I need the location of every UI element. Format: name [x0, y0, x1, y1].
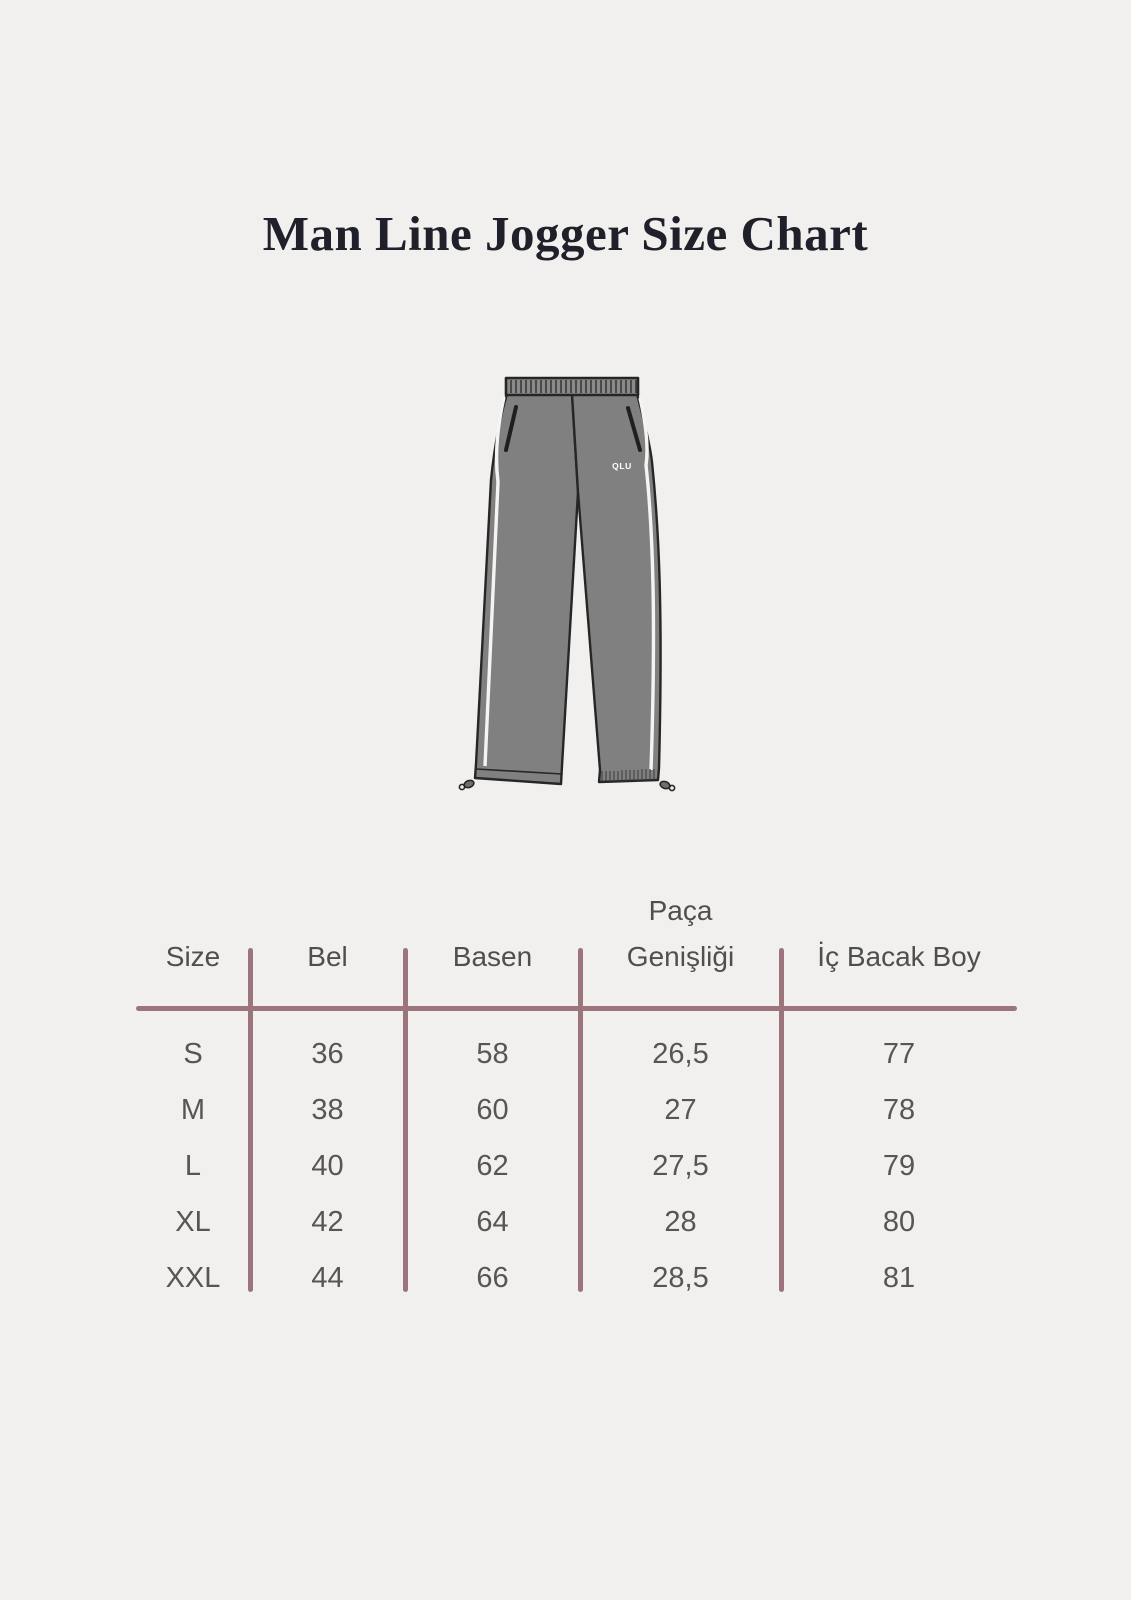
brand-logo-text: QLU [612, 461, 632, 471]
cell-ic-bacak: 78 [882, 1093, 916, 1126]
right-pocket-zip [626, 406, 642, 452]
cell-paca: 27,5 [652, 1149, 709, 1182]
table-row-xxl: XXL 44 66 28,5 81 [136, 1250, 1017, 1306]
header-underline [136, 1006, 1017, 1011]
cell-paca: 28,5 [652, 1261, 709, 1294]
cell-bel: 36 [311, 1037, 344, 1070]
pants-left-leg [473, 392, 580, 786]
cell-size: M [180, 1093, 206, 1126]
table-row-m: M 38 60 27 78 [136, 1082, 1017, 1138]
size-table-header: Size Bel Basen Paça Genişliği İç Bacak B… [136, 880, 1017, 1002]
cell-ic-bacak: 79 [882, 1149, 916, 1182]
column-divider [403, 948, 408, 1292]
column-header-paca-genisligi: Paça Genişliği [626, 895, 735, 972]
cell-bel: 44 [311, 1261, 344, 1294]
left-drawcord-toggle [458, 779, 475, 791]
cell-basen: 58 [476, 1037, 509, 1070]
jogger-illustration: QLU [440, 350, 700, 800]
left-side-stripe [483, 396, 506, 767]
column-divider [578, 948, 583, 1292]
column-header-size: Size [165, 941, 221, 972]
cell-size: XL [175, 1205, 211, 1238]
left-pocket-zip [504, 405, 518, 452]
cell-bel: 42 [311, 1205, 344, 1238]
cell-basen: 64 [476, 1205, 509, 1238]
size-table-body: S 36 58 26,5 77 M 38 60 27 78 L 40 62 27… [136, 1018, 1017, 1306]
cell-basen: 62 [476, 1149, 509, 1182]
right-hem-ribbing [601, 769, 655, 782]
cell-paca: 27 [664, 1093, 697, 1126]
column-header-bel: Bel [307, 941, 348, 972]
cell-ic-bacak: 77 [882, 1037, 916, 1070]
cell-paca: 26,5 [652, 1037, 709, 1070]
cell-basen: 66 [476, 1261, 509, 1294]
page-title: Man Line Jogger Size Chart [262, 206, 869, 261]
column-header-ic-bacak-boy: İç Bacak Boy [817, 941, 981, 972]
right-side-stripe [638, 397, 656, 771]
jogger-pants-drawing: QLU [458, 376, 676, 792]
cell-ic-bacak: 81 [882, 1261, 916, 1294]
cell-bel: 40 [311, 1149, 344, 1182]
cell-bel: 38 [311, 1093, 344, 1126]
column-divider [779, 948, 784, 1292]
size-table: Size Bel Basen Paça Genişliği İç Bacak B… [136, 880, 1017, 1300]
right-drawcord-toggle [659, 780, 676, 792]
cell-ic-bacak: 80 [882, 1205, 916, 1238]
waistband [504, 376, 640, 397]
cell-paca: 28 [664, 1205, 697, 1238]
left-hem-fold [475, 768, 563, 775]
cell-size: L [184, 1149, 202, 1182]
table-row-s: S 36 58 26,5 77 [136, 1026, 1017, 1082]
cell-basen: 60 [476, 1093, 509, 1126]
column-divider [248, 948, 253, 1292]
cell-size: S [183, 1037, 203, 1070]
table-row-xl: XL 42 64 28 80 [136, 1194, 1017, 1250]
table-row-l: L 40 62 27,5 79 [136, 1138, 1017, 1194]
column-header-basen: Basen [452, 941, 533, 972]
cell-size: XXL [165, 1261, 221, 1294]
